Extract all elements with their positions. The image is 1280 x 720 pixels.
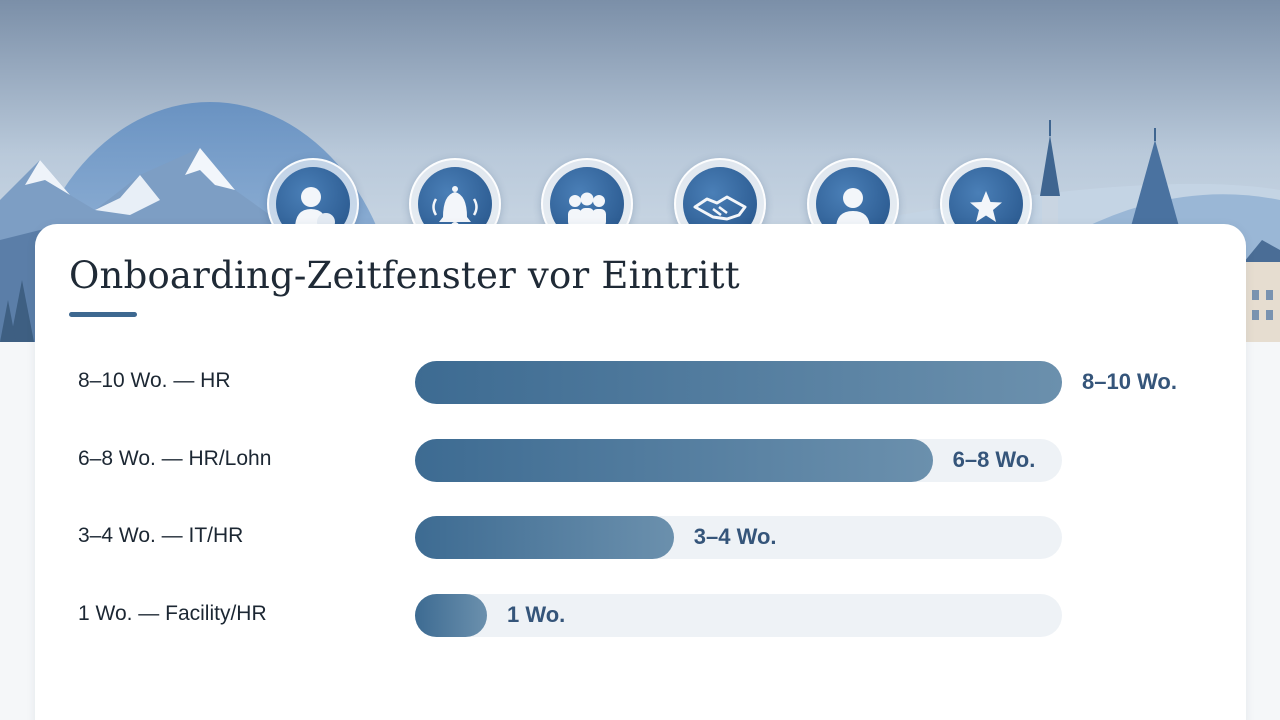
chart-title: Onboarding-Zeitfenster vor Eintritt	[69, 254, 740, 297]
bar-row: 8–10 Wo. — HR 8–10 Wo.	[35, 361, 1246, 405]
bar	[415, 361, 1062, 404]
bar-row: 1 Wo. — Facility/HR 1 Wo.	[35, 593, 1246, 638]
bar-track	[415, 438, 1062, 482]
category-label: 8–10 Wo. — HR	[78, 369, 231, 392]
value-label: 1 Wo.	[507, 601, 566, 627]
chart-card: Onboarding-Zeitfenster vor Eintritt 8–10…	[35, 224, 1246, 720]
bar-track	[415, 361, 1062, 404]
value-label: 6–8 Wo.	[952, 446, 1036, 472]
category-label: 6–8 Wo. — HR/Lohn	[78, 446, 272, 470]
header-icon-row	[0, 0, 1280, 250]
category-label: 1 Wo. — Facility/HR	[78, 601, 267, 625]
bar	[415, 438, 933, 482]
bar	[415, 593, 487, 637]
category-label: 3–4 Wo. — IT/HR	[78, 524, 244, 547]
bar-track	[415, 593, 1062, 637]
bar-row: 3–4 Wo. — IT/HR 3–4 Wo.	[35, 516, 1246, 560]
bar-row: 6–8 Wo. — HR/Lohn 6–8 Wo.	[35, 438, 1246, 483]
bar	[415, 516, 674, 559]
value-label: 8–10 Wo.	[1082, 369, 1177, 394]
bar-track	[415, 516, 1062, 559]
title-underline	[69, 312, 137, 317]
value-label: 3–4 Wo.	[693, 524, 777, 549]
